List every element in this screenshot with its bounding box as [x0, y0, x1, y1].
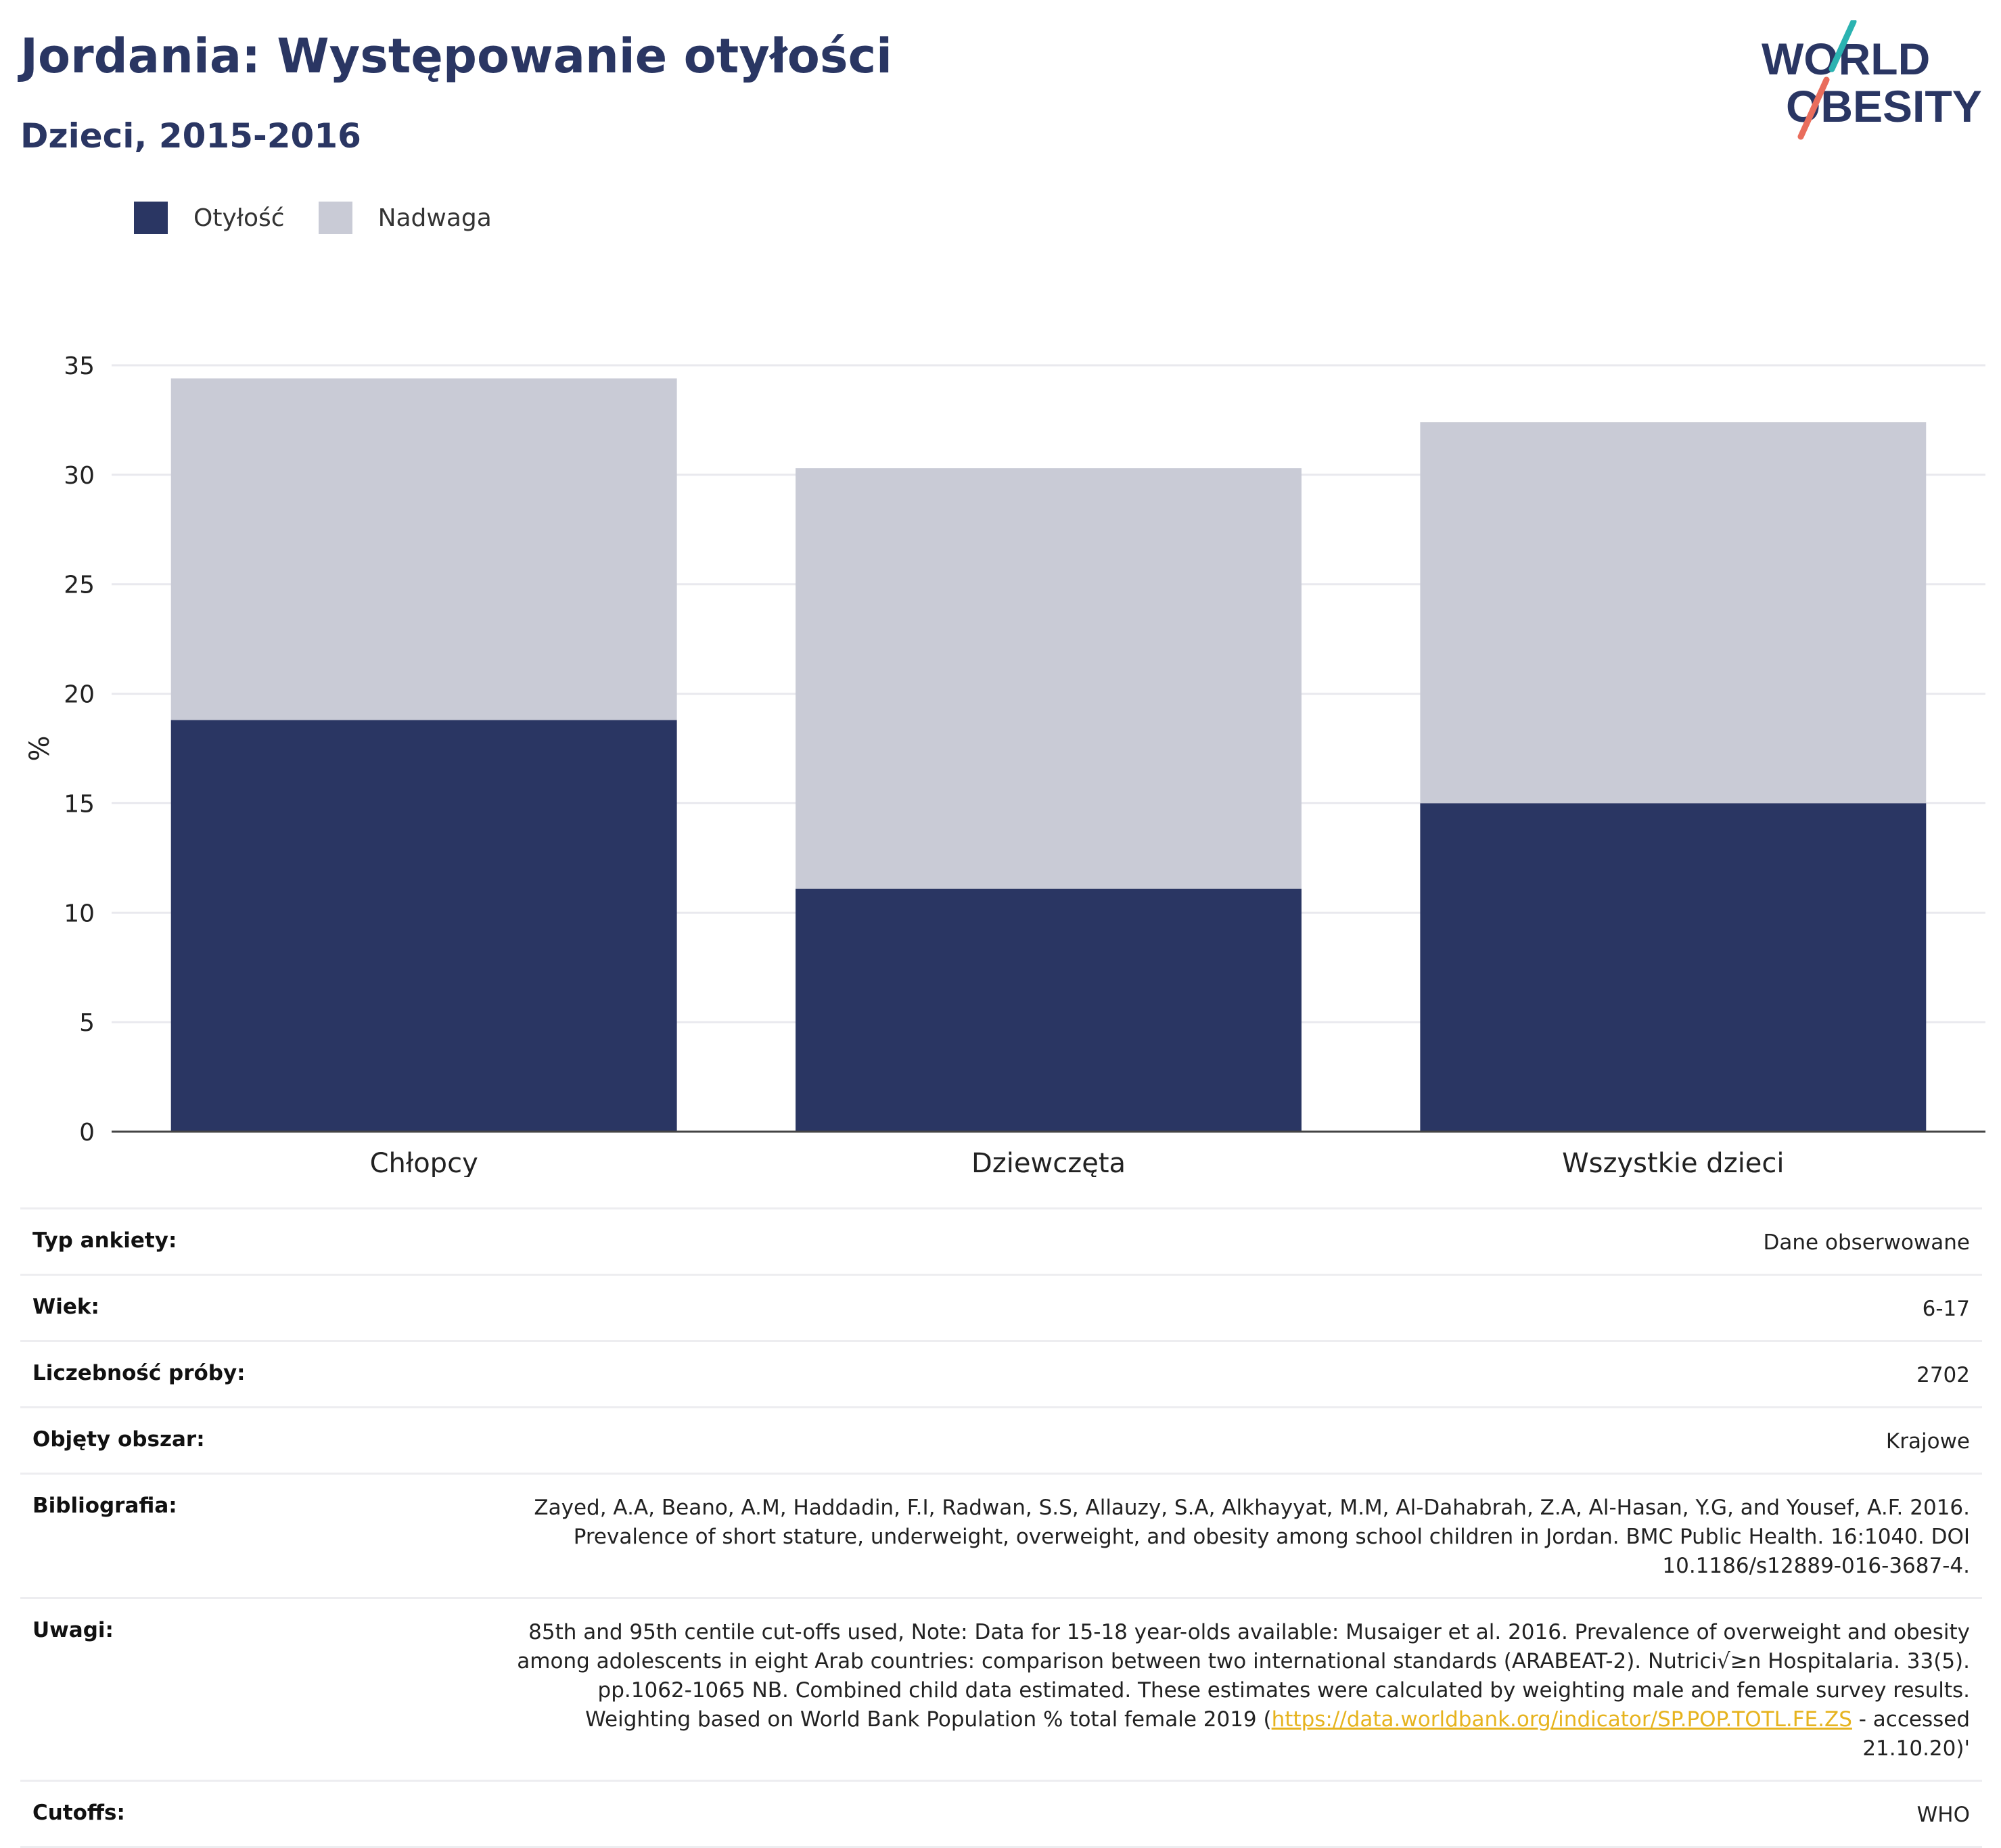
- info-label: Typ ankiety:: [32, 1228, 177, 1253]
- logo-slash-teal: [1828, 20, 1857, 72]
- info-value: Zayed, A.A, Beano, A.M, Haddadin, F.I, R…: [534, 1496, 1970, 1578]
- x-tick-label: Wszystkie dzieci: [1562, 1148, 1784, 1177]
- legend-label-obesity: Otyłość: [193, 204, 285, 232]
- bar-obesity: [1420, 803, 1927, 1132]
- info-row-bibliography: Bibliografia: Zayed, A.A, Beano, A.M, Ha…: [20, 1473, 1982, 1597]
- info-row-survey-type: Typ ankiety: Dane obserwowane: [20, 1207, 1982, 1274]
- info-value-notes: 85th and 95th centile cut-offs used, Not…: [515, 1618, 1970, 1763]
- bar-overweight: [796, 468, 1302, 889]
- bar-overweight: [1420, 422, 1927, 804]
- legend-item-obesity[interactable]: Otyłość: [134, 202, 285, 234]
- y-tick-label: 35: [64, 352, 95, 380]
- info-value: Krajowe: [1885, 1429, 1970, 1454]
- info-label: Liczebność próby:: [32, 1361, 246, 1385]
- y-tick-label: 30: [64, 462, 95, 490]
- x-tick-label: Dziewczęta: [971, 1148, 1126, 1177]
- info-value: Dane obserwowane: [1763, 1230, 1970, 1255]
- legend: Otyłość Nadwaga: [134, 202, 526, 234]
- bar-overweight: [170, 378, 677, 720]
- bar-obesity: [170, 720, 677, 1132]
- info-row-cutoffs: Cutoffs: WHO: [20, 1780, 1982, 1848]
- info-value: 2702: [1916, 1363, 1970, 1387]
- y-tick-label: 5: [79, 1009, 95, 1037]
- bar-chart: 0 5 10 15 20 25 30 35% Chłopcy Dziewczęta Wszystki…: [24, 352, 1985, 1177]
- legend-swatch-obesity: [134, 202, 168, 234]
- legend-label-overweight: Nadwaga: [377, 204, 492, 232]
- bar-obesity: [796, 888, 1302, 1132]
- info-label: Bibliografia:: [32, 1494, 177, 1518]
- info-row-notes: Uwagi: 85th and 95th centile cut-offs us…: [20, 1597, 1982, 1780]
- info-label: Uwagi:: [32, 1618, 114, 1642]
- info-row-age: Wiek: 6-17: [20, 1274, 1982, 1340]
- notes-suffix: - accessed 21.10.20)': [1852, 1707, 1970, 1761]
- info-row-area-covered: Objęty obszar: Krajowe: [20, 1406, 1982, 1473]
- legend-item-overweight[interactable]: Nadwaga: [318, 202, 492, 234]
- info-label: Wiek:: [32, 1295, 99, 1319]
- y-axis-label: %: [24, 735, 55, 761]
- info-label: Cutoffs:: [32, 1801, 125, 1825]
- logo-text-obesity: OBESITY: [1786, 81, 1982, 131]
- logo-slash-coral: [1797, 76, 1830, 140]
- info-table: Typ ankiety: Dane obserwowane Wiek: 6-17…: [20, 1207, 1982, 1848]
- chart-subtitle: Dzieci, 2015-2016: [20, 116, 361, 156]
- worldbank-link[interactable]: https://data.worldbank.org/indicator/SP.…: [1271, 1707, 1852, 1732]
- y-tick-label: 25: [64, 572, 95, 599]
- info-row-sample-size: Liczebność próby: 2702: [20, 1340, 1982, 1406]
- info-label: Objęty obszar:: [32, 1427, 205, 1452]
- chart-title: Jordania: Występowanie otyłości: [20, 28, 893, 84]
- legend-swatch-overweight: [318, 202, 352, 234]
- x-tick-label: Chłopcy: [370, 1148, 478, 1177]
- world-obesity-logo: WORLD OBESITY: [1762, 20, 1982, 140]
- y-tick-label: 20: [64, 681, 95, 709]
- info-value: 6-17: [1922, 1297, 1970, 1321]
- notes-text: 85th and 95th centile cut-offs used, Not…: [517, 1620, 1970, 1732]
- info-value: WHO: [1916, 1803, 1970, 1827]
- y-tick-label: 0: [79, 1119, 95, 1147]
- y-tick-label: 10: [64, 900, 95, 927]
- y-tick-label: 15: [64, 790, 95, 818]
